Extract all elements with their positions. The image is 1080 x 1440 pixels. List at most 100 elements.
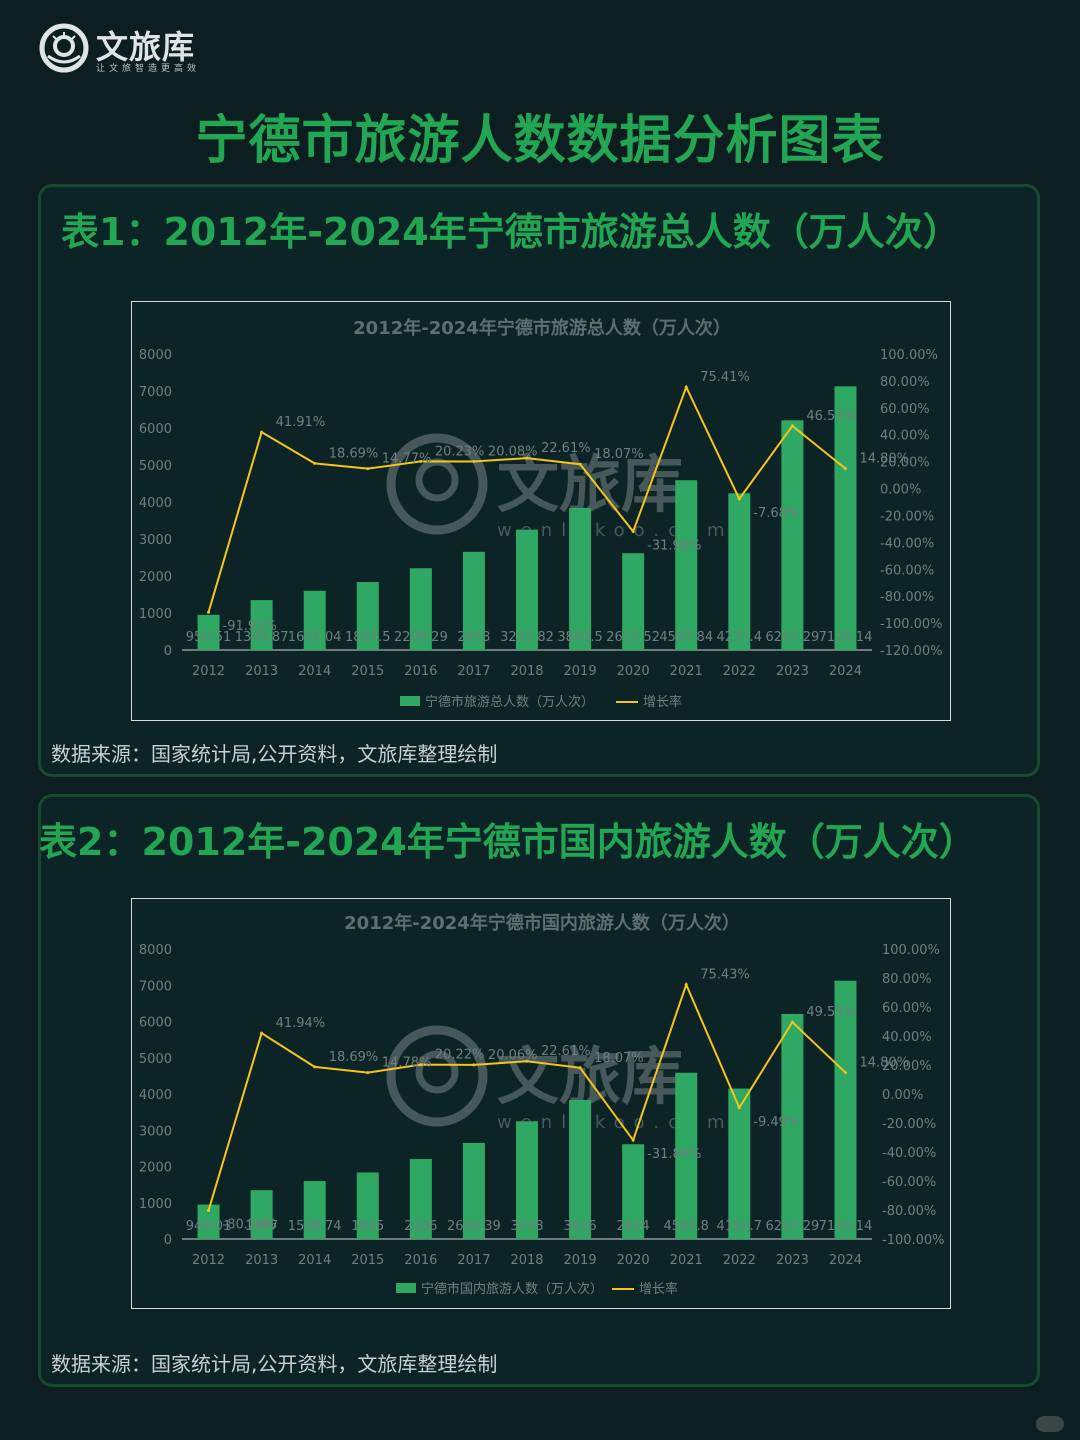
y-tick-label: 1000: [139, 1197, 172, 1212]
legend-bar-swatch: [400, 696, 420, 706]
chart-panel-total: 表1：2012年-2024年宁德市旅游总人数（万人次） 2012年-2024年宁…: [38, 184, 1040, 777]
growth-rate-point-2012: [207, 610, 211, 614]
bar-2018: [516, 529, 538, 650]
y-tick-label: 6000: [139, 1016, 172, 1031]
x-tick-label: 2013: [245, 664, 278, 679]
growth-rate-point-2016: [419, 459, 423, 463]
y-tick-label: 2000: [139, 570, 172, 585]
bar-2019: [569, 1099, 592, 1239]
data-source-note: 数据来源：国家统计局,公开资料，文旅库整理绘制: [51, 1352, 498, 1376]
bar-value-label: 1598.74: [288, 1219, 342, 1234]
chart-frame: 2012年-2024年宁德市国内旅游人数（万人次） 文旅库 wenlvkoo.com…: [131, 898, 951, 1309]
bar-value-label: 1837.5: [345, 630, 391, 645]
growth-rate-point-2013: [260, 1031, 264, 1035]
chart-total-visitors: 2012年-2024年宁德市旅游总人数（万人次）文旅库wenlvkoo.com8…: [139, 317, 943, 710]
legend-bar-label: 宁德市旅游总人数（万人次）: [425, 694, 594, 710]
growth-rate-point-2022: [737, 1106, 741, 1110]
growth-rate-point-2013: [260, 430, 264, 434]
bar-2018: [516, 1121, 538, 1239]
logo-mark-icon: [39, 23, 89, 73]
x-tick-label: 2023: [776, 1253, 809, 1268]
chart-title: 2012年-2024年宁德市旅游总人数（万人次）: [353, 317, 731, 339]
bar-value-label: 4585.8: [663, 1219, 709, 1234]
bar-2017: [462, 1142, 485, 1239]
bar-value-label: 2653: [457, 630, 490, 645]
x-tick-label: 2023: [776, 664, 809, 679]
bar-2023: [781, 420, 804, 650]
growth-rate-label: 75.43%: [700, 968, 750, 983]
y-tick-label: 8000: [139, 348, 172, 363]
bar-value-label: 7126.14: [819, 630, 873, 645]
growth-rate-label: 14.80%: [859, 1056, 909, 1071]
watermark-logo-inner-icon: [415, 1050, 459, 1094]
growth-rate-label: 18.07%: [594, 1051, 644, 1066]
panel-heading: 表2：2012年-2024年宁德市国内旅游人数（万人次）: [39, 820, 977, 864]
growth-rate-label: 20.23%: [435, 444, 485, 459]
growth-rate-label: -80.29%: [223, 1217, 277, 1232]
bar-value-label: 4587.84: [659, 630, 713, 645]
watermark-logo-icon: [386, 1025, 488, 1127]
growth-rate-point-2024: [843, 467, 847, 471]
y-tick-label: 7000: [139, 979, 172, 994]
chart-title: 2012年-2024年宁德市国内旅游人数（万人次）: [344, 912, 740, 934]
y2-tick-label: 60.00%: [880, 402, 930, 417]
bar-2022: [728, 1088, 751, 1239]
growth-rate-label: 20.06%: [488, 1048, 538, 1063]
x-tick-label: 2013: [245, 1253, 278, 1268]
growth-rate-label: 18.69%: [329, 446, 379, 461]
bar-2013: [250, 1190, 273, 1239]
bar-value-label: 3836: [564, 1219, 597, 1234]
growth-rate-label: -91.91%: [223, 619, 277, 634]
bar-value-label: 1601.04: [288, 630, 342, 645]
x-tick-label: 2021: [670, 664, 703, 679]
bar-2014: [303, 1181, 326, 1239]
growth-rate-point-2020: [631, 1138, 635, 1142]
growth-rate-point-2024: [843, 1071, 847, 1075]
y-tick-label: 0: [164, 644, 172, 659]
y2-tick-label: -100.00%: [880, 617, 943, 632]
bar-2022: [728, 493, 751, 650]
bar-2016: [409, 1159, 432, 1239]
x-tick-label: 2016: [404, 1253, 437, 1268]
y2-tick-label: -80.00%: [880, 590, 934, 605]
y2-tick-label: -20.00%: [882, 1117, 936, 1132]
bar-value-label: 3252.82: [500, 630, 554, 645]
x-tick-label: 2014: [298, 664, 331, 679]
bar-2013: [250, 600, 273, 650]
y2-tick-label: -100.00%: [882, 1233, 945, 1248]
watermark-subtext: wenlvkoo.com: [497, 520, 734, 541]
bar-value-label: 1835: [351, 1219, 384, 1234]
bar-2021: [675, 1072, 698, 1239]
bar-2014: [303, 590, 326, 650]
x-tick-label: 2012: [192, 664, 225, 679]
bar-value-label: 3248: [510, 1219, 543, 1234]
growth-rate-label: 14.77%: [382, 452, 432, 467]
bar-value-label: 2615.52: [606, 630, 660, 645]
growth-rate-point-2015: [366, 1071, 370, 1075]
growth-rate-label: -9.49%: [753, 1115, 799, 1130]
x-tick-label: 2024: [829, 664, 862, 679]
bar-value-label: 949.01: [186, 1219, 232, 1234]
growth-rate-point-2018: [525, 1059, 529, 1063]
bar-value-label: 2648.39: [447, 1219, 501, 1234]
growth-rate-point-2014: [313, 461, 317, 465]
x-tick-label: 2020: [617, 1253, 650, 1268]
bar-2016: [409, 568, 432, 650]
bar-value-label: 2206: [404, 1219, 437, 1234]
growth-rate-label: 41.94%: [276, 1016, 326, 1031]
y2-tick-label: 20.00%: [882, 1059, 932, 1074]
watermark-subtext: wenlvkoo.com: [497, 1112, 734, 1133]
data-source-note: 数据来源：国家统计局,公开资料，文旅库整理绘制: [51, 742, 498, 766]
x-tick-label: 2015: [351, 1253, 384, 1268]
growth-rate-point-2019: [578, 462, 582, 466]
growth-rate-point-2023: [790, 424, 794, 428]
growth-rate-label: 14.78%: [382, 1056, 432, 1071]
y2-tick-label: 20.00%: [880, 456, 930, 471]
growth-rate-point-2021: [684, 983, 688, 987]
y-tick-label: 2000: [139, 1161, 172, 1176]
brand-name: 文旅库: [96, 28, 196, 66]
bar-value-label: 4235.4: [717, 630, 763, 645]
growth-rate-label: 46.56%: [806, 409, 856, 424]
y2-tick-label: 0.00%: [882, 1088, 923, 1103]
y2-tick-label: 80.00%: [880, 375, 930, 390]
